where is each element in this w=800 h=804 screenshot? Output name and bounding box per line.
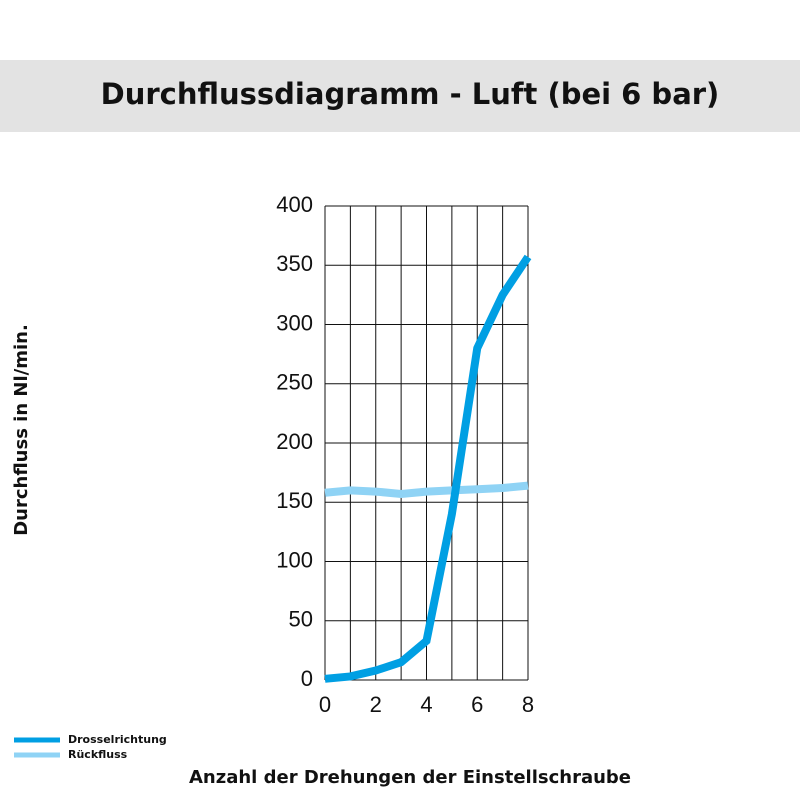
- y-tick-label: 200: [276, 429, 313, 454]
- y-tick-label: 0: [301, 666, 313, 691]
- y-tick-label: 50: [289, 607, 313, 632]
- chart-title: Durchflussdiagramm - Luft (bei 6 bar): [101, 77, 720, 111]
- x-tick-label: 4: [420, 692, 432, 717]
- y-tick-label: 250: [276, 370, 313, 395]
- x-tick-label: 0: [319, 692, 331, 717]
- x-tick-label: 8: [522, 692, 534, 717]
- y-tick-label: 300: [276, 310, 313, 335]
- y-tick-label: 350: [276, 251, 313, 276]
- data-line: [324, 254, 532, 683]
- y-axis-label: Durchfluss in Nl/min.: [11, 324, 32, 536]
- legend-label: Rückfluss: [68, 748, 128, 761]
- x-tick-label: 2: [370, 692, 382, 717]
- x-tick-label: 6: [471, 692, 483, 717]
- x-axis-label: Anzahl der Drehungen der Einstellschraub…: [189, 767, 631, 788]
- title-band: [0, 60, 800, 132]
- legend-label: Drosselrichtung: [68, 733, 167, 746]
- y-tick-label: 100: [276, 547, 313, 572]
- data-line: [324, 481, 529, 498]
- y-tick-label: 400: [276, 192, 313, 217]
- y-tick-label: 150: [276, 488, 313, 513]
